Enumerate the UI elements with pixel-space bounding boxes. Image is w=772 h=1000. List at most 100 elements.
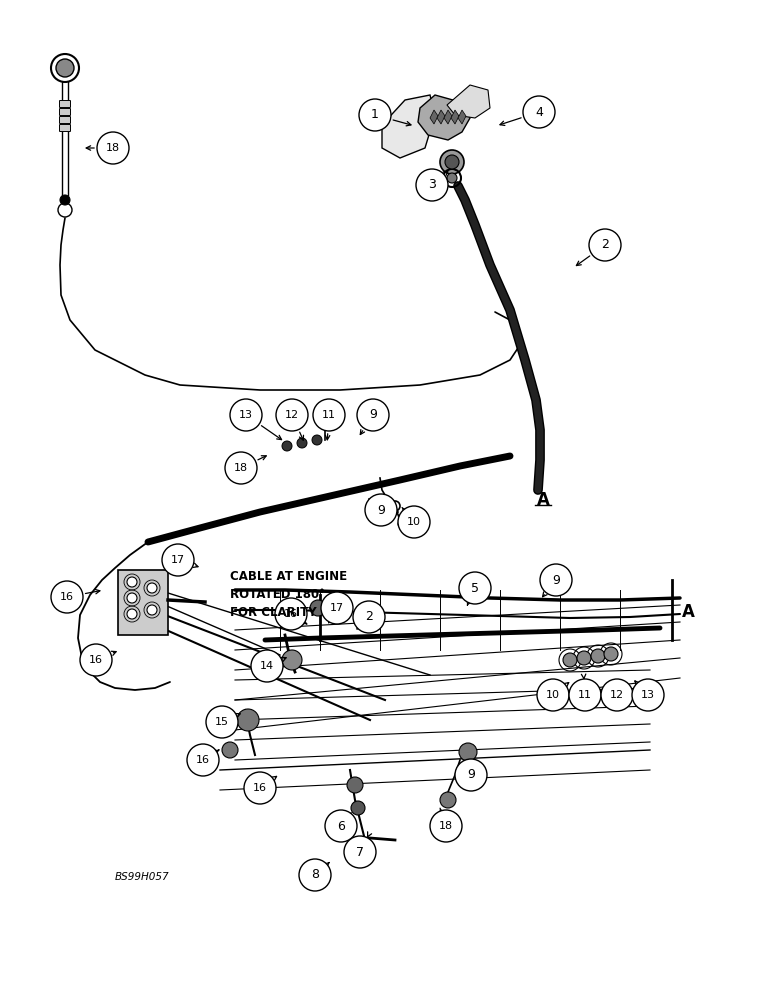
Circle shape <box>325 810 357 842</box>
Text: 18: 18 <box>439 821 453 831</box>
Text: 1: 1 <box>371 108 379 121</box>
Circle shape <box>60 195 70 205</box>
Circle shape <box>604 647 618 661</box>
Polygon shape <box>458 110 466 124</box>
Circle shape <box>632 679 664 711</box>
Circle shape <box>162 544 194 576</box>
Circle shape <box>127 593 137 603</box>
Text: 2: 2 <box>601 238 609 251</box>
Circle shape <box>359 99 391 131</box>
Circle shape <box>51 581 83 613</box>
Text: 17: 17 <box>330 603 344 613</box>
Text: 16: 16 <box>253 783 267 793</box>
Circle shape <box>537 679 569 711</box>
Circle shape <box>147 605 157 615</box>
Circle shape <box>344 836 376 868</box>
Text: 12: 12 <box>610 690 624 700</box>
Text: 9: 9 <box>552 574 560 586</box>
Text: 6: 6 <box>337 820 345 832</box>
Text: 11: 11 <box>578 690 592 700</box>
Circle shape <box>601 679 633 711</box>
Circle shape <box>222 742 238 758</box>
Text: 9: 9 <box>369 408 377 422</box>
Circle shape <box>569 679 601 711</box>
Circle shape <box>398 506 430 538</box>
Circle shape <box>312 435 322 445</box>
Circle shape <box>127 577 137 587</box>
Circle shape <box>251 650 283 682</box>
Circle shape <box>56 59 74 77</box>
Circle shape <box>299 859 331 891</box>
Circle shape <box>297 438 307 448</box>
Circle shape <box>347 777 363 793</box>
FancyBboxPatch shape <box>59 116 70 123</box>
Circle shape <box>416 169 448 201</box>
Polygon shape <box>447 85 490 118</box>
Text: 8: 8 <box>311 868 319 882</box>
Text: A: A <box>682 603 695 621</box>
Circle shape <box>225 452 257 484</box>
Circle shape <box>365 494 397 526</box>
Text: 4: 4 <box>535 105 543 118</box>
Circle shape <box>577 651 591 665</box>
FancyBboxPatch shape <box>59 108 70 115</box>
Circle shape <box>276 399 308 431</box>
FancyBboxPatch shape <box>59 124 70 131</box>
Text: 12: 12 <box>285 410 299 420</box>
Text: 9: 9 <box>467 768 475 782</box>
Text: 13: 13 <box>239 410 253 420</box>
Circle shape <box>282 441 292 451</box>
Polygon shape <box>430 110 438 124</box>
Circle shape <box>353 601 385 633</box>
Circle shape <box>97 132 129 164</box>
Polygon shape <box>437 110 445 124</box>
Circle shape <box>187 744 219 776</box>
Circle shape <box>430 810 462 842</box>
Text: 5: 5 <box>471 582 479 594</box>
Circle shape <box>445 155 459 169</box>
Text: 18: 18 <box>234 463 248 473</box>
Circle shape <box>459 572 491 604</box>
Text: BS99H057: BS99H057 <box>115 872 170 882</box>
Circle shape <box>455 759 487 791</box>
Polygon shape <box>444 110 452 124</box>
Circle shape <box>80 644 112 676</box>
Text: 17: 17 <box>171 555 185 565</box>
Text: 14: 14 <box>260 661 274 671</box>
Text: 15: 15 <box>215 717 229 727</box>
Circle shape <box>230 399 262 431</box>
Circle shape <box>459 743 477 761</box>
Text: 16: 16 <box>196 755 210 765</box>
Circle shape <box>540 564 572 596</box>
Circle shape <box>523 96 555 128</box>
Circle shape <box>244 772 276 804</box>
Circle shape <box>440 792 456 808</box>
Circle shape <box>591 649 605 663</box>
Circle shape <box>282 650 302 670</box>
Circle shape <box>563 653 577 667</box>
Text: 10: 10 <box>407 517 421 527</box>
Polygon shape <box>118 570 168 635</box>
Circle shape <box>447 173 457 183</box>
Text: 18: 18 <box>106 143 120 153</box>
Circle shape <box>321 592 353 624</box>
Text: CABLE AT ENGINE
ROTATED 180°
FOR CLARITY: CABLE AT ENGINE ROTATED 180° FOR CLARITY <box>230 570 347 619</box>
Text: 11: 11 <box>322 410 336 420</box>
Text: 16: 16 <box>60 592 74 602</box>
Circle shape <box>313 399 345 431</box>
Circle shape <box>589 229 621 261</box>
Circle shape <box>147 583 157 593</box>
Text: 16: 16 <box>284 609 298 619</box>
Text: 2: 2 <box>365 610 373 624</box>
Circle shape <box>351 801 365 815</box>
Circle shape <box>127 609 137 619</box>
Text: 10: 10 <box>546 690 560 700</box>
Text: 16: 16 <box>89 655 103 665</box>
Polygon shape <box>451 110 459 124</box>
Circle shape <box>310 600 326 616</box>
Circle shape <box>237 709 259 731</box>
Circle shape <box>206 706 238 738</box>
Circle shape <box>357 399 389 431</box>
Text: 3: 3 <box>428 178 436 192</box>
Text: 7: 7 <box>356 846 364 858</box>
